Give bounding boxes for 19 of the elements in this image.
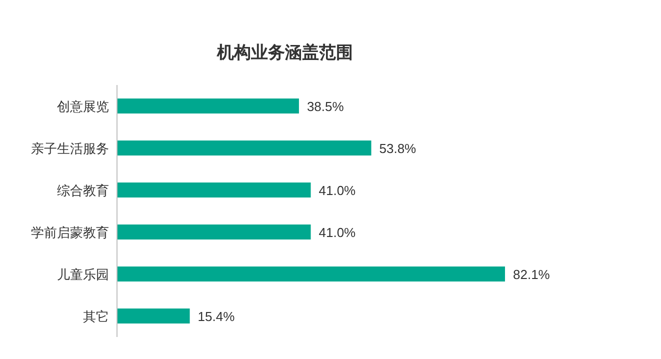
data-label: 82.1% bbox=[513, 267, 550, 282]
y-tick-label: 创意展览 bbox=[57, 99, 109, 114]
data-label: 53.8% bbox=[379, 141, 417, 156]
data-label: 41.0% bbox=[318, 183, 356, 198]
bar bbox=[117, 224, 311, 240]
y-tick-label: 综合教育 bbox=[57, 183, 109, 198]
chart-title: 机构业务涵盖范围 bbox=[216, 42, 353, 62]
data-label: 41.0% bbox=[318, 225, 356, 240]
data-label: 15.4% bbox=[198, 309, 236, 324]
y-tick-label: 亲子生活服务 bbox=[31, 141, 109, 156]
bar bbox=[117, 140, 372, 156]
data-label: 38.5% bbox=[306, 99, 344, 114]
bar bbox=[117, 266, 505, 282]
y-tick-label: 儿童乐园 bbox=[57, 267, 109, 282]
y-tick-label: 学前启蒙教育 bbox=[31, 225, 109, 240]
bar bbox=[117, 308, 190, 324]
y-tick-label: 其它 bbox=[83, 309, 109, 324]
bar bbox=[117, 98, 299, 114]
bar bbox=[117, 182, 311, 198]
